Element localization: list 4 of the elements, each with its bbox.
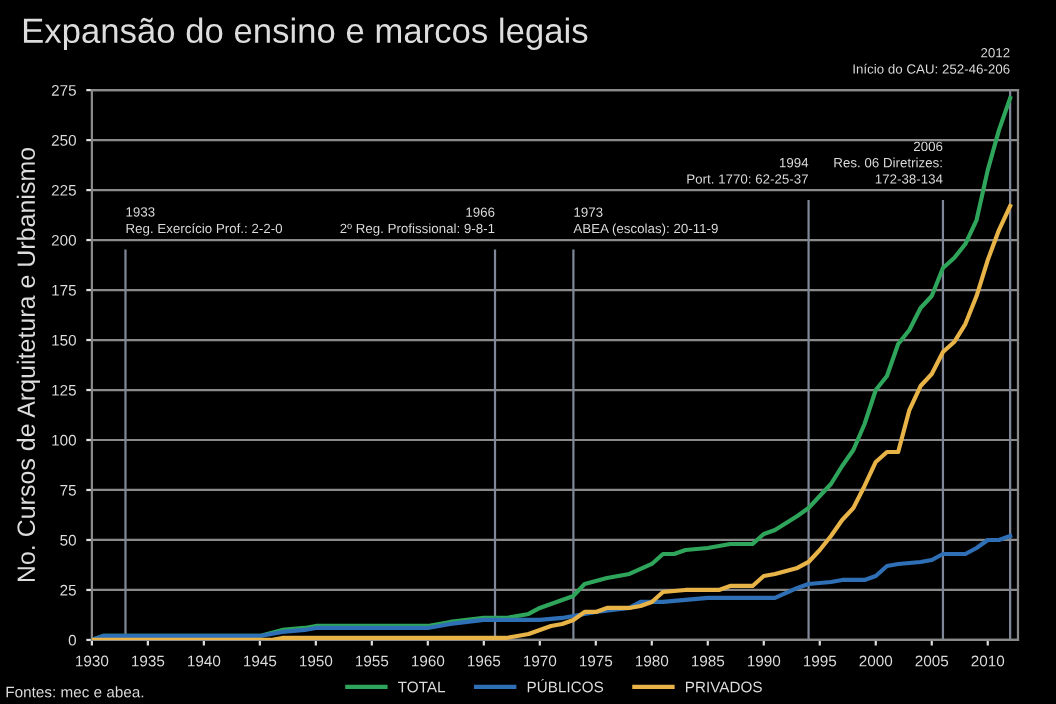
line-series: [91, 203, 1013, 640]
y-axis-title: No. Cursos de Arquitetura e Urbanismo: [16, 147, 40, 582]
chart-title: Expansão do ensino e marcos legais: [23, 17, 588, 50]
line-series: [91, 533, 1013, 640]
